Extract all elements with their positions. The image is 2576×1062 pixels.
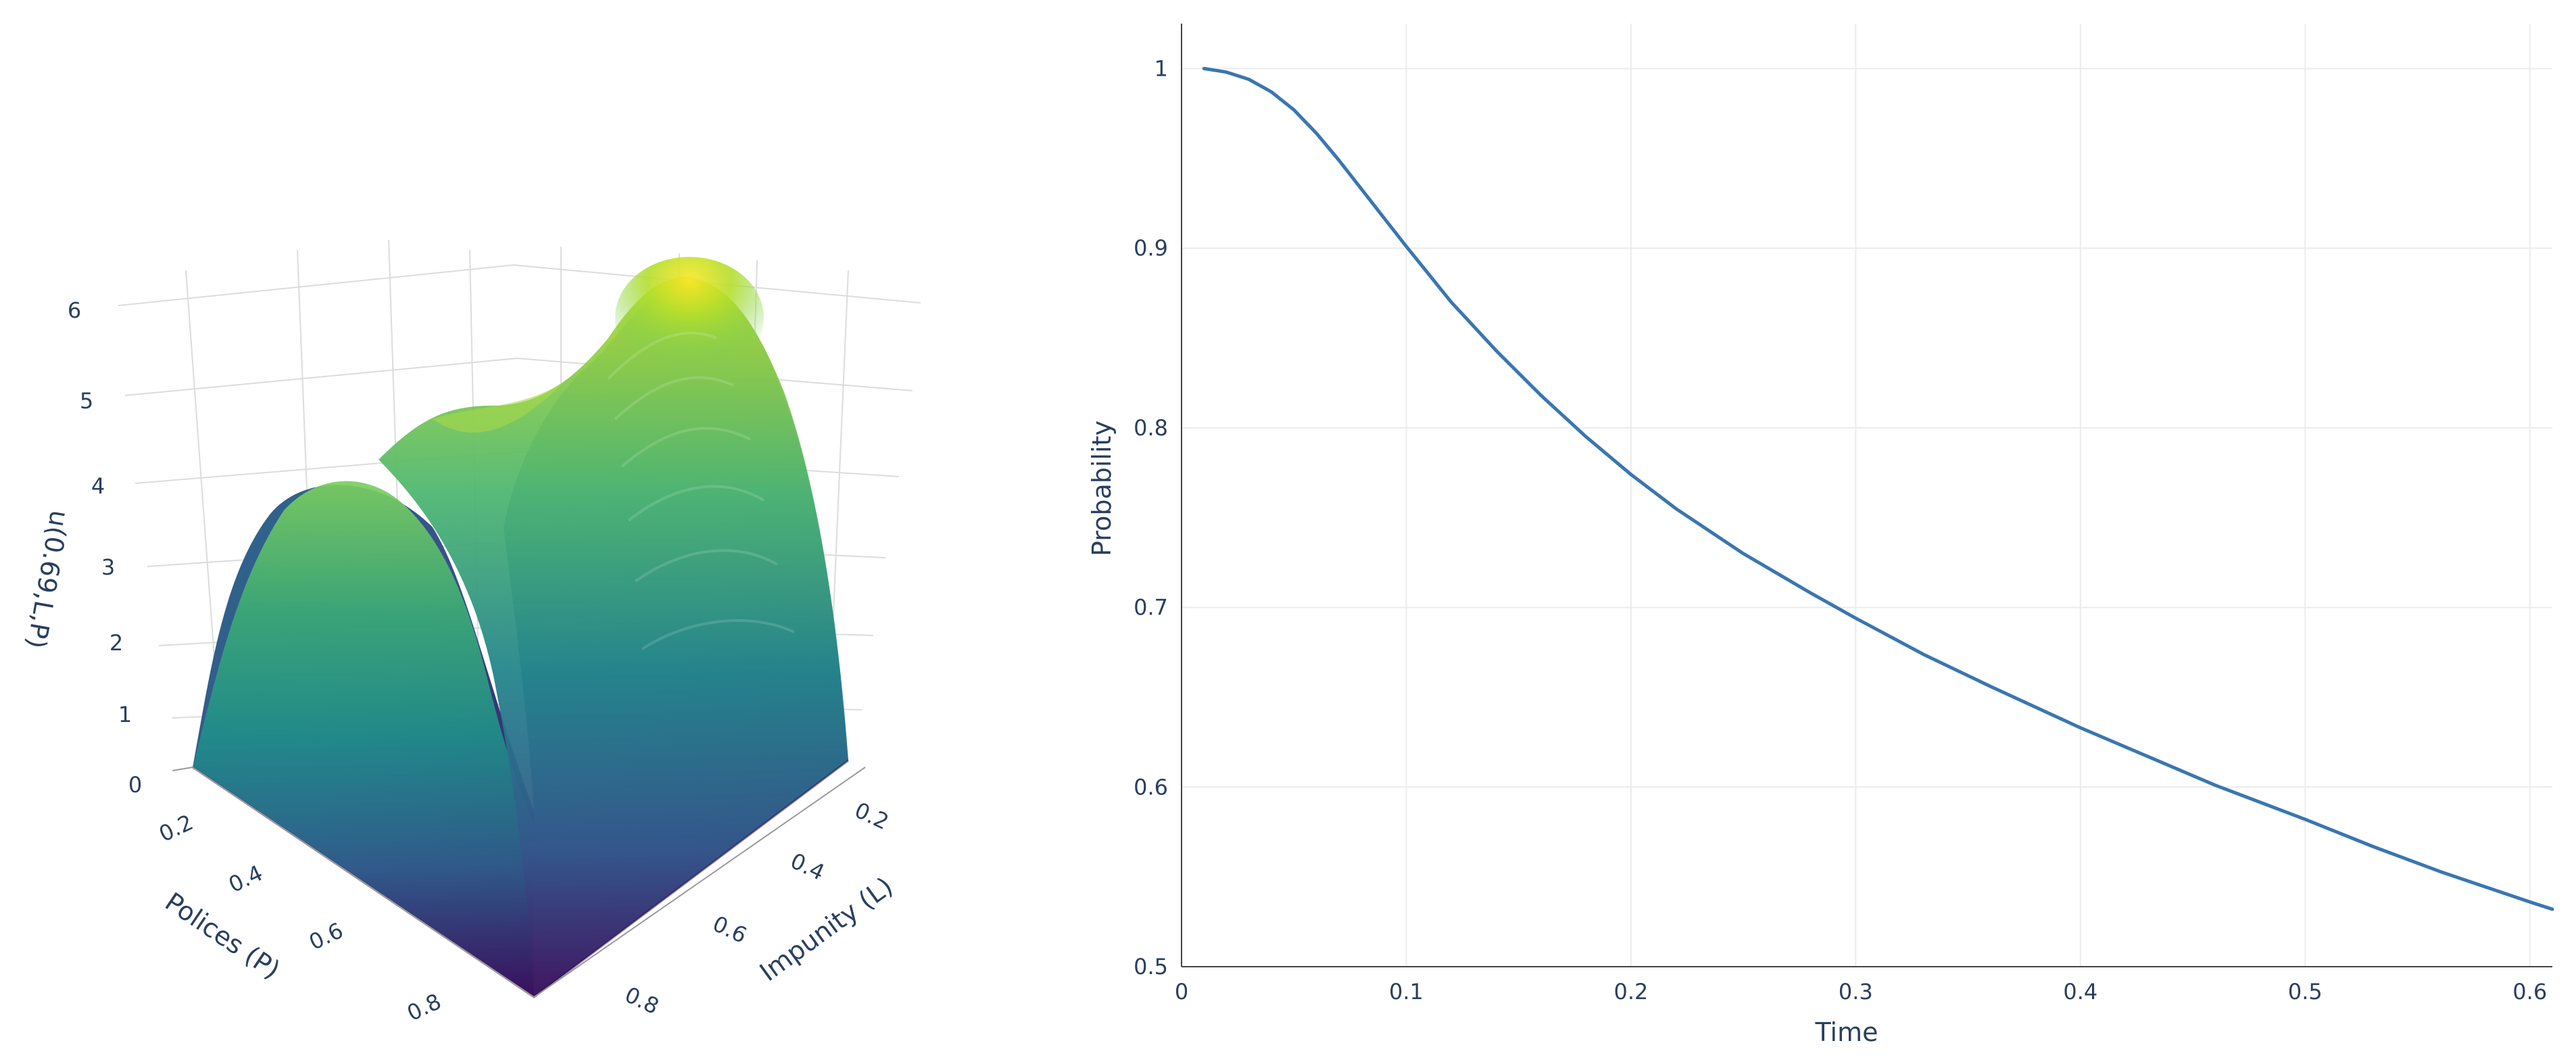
x-tick-labels: 0 0.1 0.2 0.3 0.4 0.5 0.6 xyxy=(1175,979,2547,1005)
z-tick-label: 1 xyxy=(118,702,132,727)
y3d-tick-label: 0.8 xyxy=(403,988,445,1026)
surface-left-hump xyxy=(193,481,534,997)
x-tick-label: 0.2 xyxy=(1613,979,1648,1005)
x3d-tick-label: 0.2 xyxy=(851,797,893,835)
surface-axis-lines xyxy=(172,767,866,998)
x-axis-title-3d: Impunity (L) xyxy=(754,871,898,988)
x-tick-label: 0.1 xyxy=(1389,979,1424,1005)
y3d-tick-label: 0.2 xyxy=(155,809,197,847)
surface-panel: 6 5 4 3 2 1 0 u(0.69,L,P) 0.2 0.4 0.6 0.… xyxy=(21,239,921,1026)
surface-body xyxy=(192,257,849,998)
x-tick-label: 0 xyxy=(1175,979,1188,1005)
y-tick-label: 0.5 xyxy=(1134,954,1168,980)
surface-peak-highlight xyxy=(615,257,764,379)
z-tick-label: 4 xyxy=(91,473,105,499)
y-tick-label: 1 xyxy=(1155,55,1168,81)
y-tick-label: 0.9 xyxy=(1134,235,1168,261)
x-tick-label: 0.4 xyxy=(2063,979,2097,1005)
x3d-tick-label: 0.8 xyxy=(621,982,663,1019)
x3d-tick-label: 0.6 xyxy=(709,911,751,948)
z-tick-label: 6 xyxy=(68,297,81,323)
y3d-tick-label: 0.4 xyxy=(224,860,266,898)
y-tick-labels: 0.5 0.6 0.7 0.8 0.9 1 xyxy=(1134,55,1168,980)
y-tick-label: 0.8 xyxy=(1134,415,1168,441)
z-tick-label: 3 xyxy=(101,554,115,580)
y-tick-label: 0.6 xyxy=(1134,774,1168,800)
x3d-tick-label: 0.4 xyxy=(787,848,829,886)
y-axis-title: Probability xyxy=(1087,420,1117,556)
y3d-tick-label: 0.6 xyxy=(305,917,347,955)
x-tick-label: 0.5 xyxy=(2288,979,2323,1005)
z-axis-title: u(0.69,L,P) xyxy=(21,508,74,651)
z-tick-label: 0 xyxy=(128,772,142,798)
surface-ripples xyxy=(607,331,795,650)
z-tick-label: 5 xyxy=(80,388,93,414)
x-tick-label: 0.3 xyxy=(1839,979,1873,1005)
x-tick-label: 0.6 xyxy=(2512,979,2547,1005)
z-tick-label: 2 xyxy=(110,630,123,656)
y-axis-title-3d: Polices (P) xyxy=(160,887,285,985)
x-axis-title: Time xyxy=(1815,1017,1878,1047)
line-grid xyxy=(1182,24,2552,967)
y-tick-label: 0.7 xyxy=(1134,595,1168,621)
z-tick-labels: 6 5 4 3 2 1 0 xyxy=(68,297,142,798)
line-chart-panel: 0 0.1 0.2 0.3 0.4 0.5 0.6 0.5 0.6 0.7 0.8 0.9 1 Tim… xyxy=(1087,24,2554,1047)
surface-ridge xyxy=(379,276,848,997)
surface-ridge-highlight xyxy=(433,379,568,433)
series-line xyxy=(1202,66,2554,911)
